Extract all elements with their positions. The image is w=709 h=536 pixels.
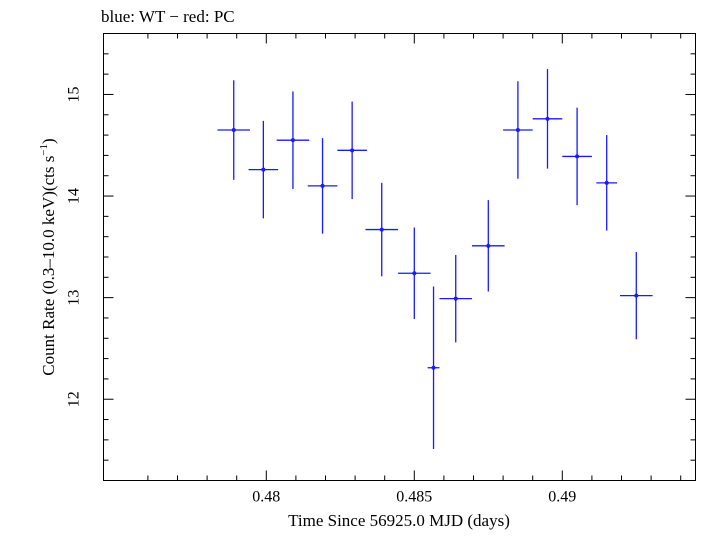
data-points bbox=[217, 69, 653, 450]
data-point bbox=[439, 254, 473, 343]
y-tick-label: 14 bbox=[66, 188, 83, 204]
chart-title: blue: WT − red: PC bbox=[101, 7, 235, 26]
data-point bbox=[472, 200, 505, 292]
point-marker bbox=[350, 148, 355, 153]
point-marker bbox=[261, 167, 266, 172]
y-tick-label: 12 bbox=[66, 391, 83, 407]
point-marker bbox=[379, 227, 384, 232]
y-tick-label: 15 bbox=[66, 86, 83, 102]
y-axis-title-close: ) bbox=[39, 138, 58, 144]
x-tick-label: 0.485 bbox=[396, 489, 432, 506]
axis-ticks: 0.48 0.485 0.49 12 13 14 15 bbox=[66, 33, 696, 506]
point-marker bbox=[431, 365, 436, 370]
data-point bbox=[562, 107, 592, 206]
data-point bbox=[427, 286, 440, 450]
data-point bbox=[337, 101, 367, 200]
plot-frame bbox=[103, 33, 696, 481]
x-tick-label: 0.49 bbox=[548, 489, 576, 506]
point-marker bbox=[634, 293, 639, 298]
data-point bbox=[503, 81, 533, 179]
point-marker bbox=[545, 116, 550, 121]
y-tick-label: 13 bbox=[66, 290, 83, 306]
point-marker bbox=[604, 180, 609, 185]
data-point bbox=[620, 251, 653, 340]
point-marker bbox=[231, 128, 236, 133]
data-point bbox=[596, 135, 618, 231]
point-marker bbox=[453, 296, 458, 301]
y-axis-title-main: Count Rate (0.3–10.0 keV)(cts s bbox=[39, 156, 58, 376]
point-marker bbox=[486, 243, 491, 248]
data-point bbox=[248, 120, 279, 219]
point-marker bbox=[320, 183, 325, 188]
data-point bbox=[398, 227, 431, 319]
y-axis-title-exponent: −1 bbox=[38, 144, 50, 156]
point-marker bbox=[515, 128, 520, 133]
data-point bbox=[532, 69, 563, 169]
data-point bbox=[307, 138, 338, 234]
point-marker bbox=[290, 138, 295, 143]
data-point bbox=[276, 91, 310, 189]
point-marker bbox=[412, 271, 417, 276]
y-axis-title: Count Rate (0.3–10.0 keV)(cts s−1) bbox=[38, 138, 58, 375]
point-marker bbox=[575, 154, 580, 159]
x-axis-title: Time Since 56925.0 MJD (days) bbox=[288, 511, 510, 530]
x-tick-label: 0.48 bbox=[252, 489, 280, 506]
data-point bbox=[217, 80, 251, 180]
data-point bbox=[365, 182, 399, 277]
